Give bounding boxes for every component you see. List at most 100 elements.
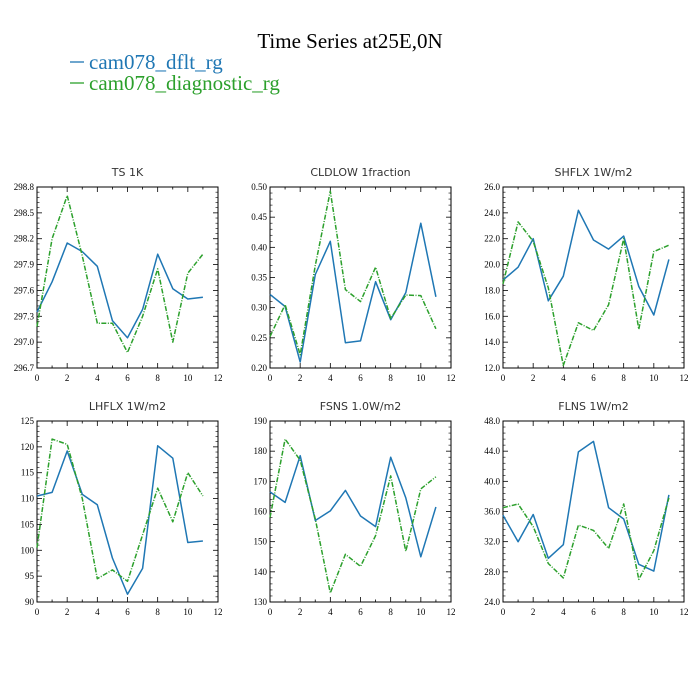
legend-label-dflt: cam078_dflt_rg: [89, 50, 223, 74]
x-tick-label: 4: [328, 607, 333, 617]
series-line-cam078-diagnostic-rg: [269, 190, 437, 356]
x-tick-label: 8: [155, 607, 160, 617]
y-tick-label: 22.0: [484, 234, 500, 244]
series-line-cam078-diagnostic-rg: [36, 438, 204, 583]
x-tick-label: 12: [447, 607, 456, 617]
legend: cam078_dflt_rg cam078_diagnostic_rg: [70, 50, 280, 95]
x-tick-label: 12: [680, 607, 689, 617]
y-tick-label: 24.0: [484, 208, 500, 218]
series-line-cam078-dflt-rg: [36, 445, 203, 595]
y-tick-label: 298.5: [14, 208, 35, 218]
y-tick-label: 12.0: [484, 363, 500, 373]
panel-1: TS 1K 0 2 4 6 8 10 12 296.7 297.0 297.3 297.6 297.9 2…: [14, 166, 223, 383]
x-tick-label: 6: [591, 373, 596, 383]
x-tick-label: 2: [65, 373, 70, 383]
series-line-cam078-dflt-rg: [36, 242, 203, 339]
y-tick-label: 100: [21, 545, 35, 555]
y-tick-label: 297.6: [14, 285, 35, 295]
x-tick-label: 6: [125, 607, 130, 617]
x-tick-label: 8: [388, 373, 393, 383]
x-tick-label: 12: [447, 373, 456, 383]
y-tick-label: 115: [21, 468, 35, 478]
y-tick-label: 20.0: [484, 260, 500, 270]
y-tick-label: 95: [25, 571, 35, 581]
y-tick-label: 297.3: [14, 311, 35, 321]
panel-title: FLNS 1W/m2: [558, 400, 628, 413]
y-tick-label: 297.0: [14, 337, 35, 347]
y-tick-label: 190: [254, 416, 268, 426]
y-tick-label: 0.45: [251, 212, 267, 222]
x-tick-label: 10: [183, 373, 193, 383]
y-tick-label: 44.0: [484, 446, 500, 456]
y-tick-label: 110: [21, 494, 35, 504]
y-tick-label: 105: [21, 519, 35, 529]
series-line-cam078-dflt-rg: [502, 440, 670, 572]
panel-title: TS 1K: [111, 166, 144, 179]
plot-frame: [502, 420, 685, 603]
y-tick-label: 40.0: [484, 476, 500, 486]
x-tick-label: 6: [358, 607, 363, 617]
y-tick-label: 26.0: [484, 182, 500, 192]
series-line-cam078-dflt-rg: [502, 209, 670, 316]
plot-frame: [502, 186, 685, 369]
x-tick-label: 0: [268, 607, 273, 617]
x-tick-label: 2: [65, 607, 70, 617]
plot-frame: [269, 420, 452, 603]
y-tick-label: 298.8: [14, 182, 35, 192]
x-tick-label: 12: [214, 607, 223, 617]
y-tick-label: 298.2: [14, 234, 34, 244]
x-tick-label: 4: [561, 373, 566, 383]
y-tick-label: 32.0: [484, 537, 500, 547]
panel-title: CLDLOW 1fraction: [310, 166, 410, 179]
series-line-cam078-diagnostic-rg: [36, 194, 204, 354]
x-tick-label: 10: [649, 373, 659, 383]
x-tick-label: 2: [298, 373, 303, 383]
y-tick-label: 120: [21, 442, 35, 452]
y-tick-label: 14.0: [484, 337, 500, 347]
series-line-cam078-diagnostic-rg: [269, 438, 437, 594]
y-tick-label: 140: [254, 567, 268, 577]
x-tick-label: 8: [621, 607, 626, 617]
x-tick-label: 6: [125, 373, 130, 383]
x-tick-label: 4: [561, 607, 566, 617]
series-line-cam078-diagnostic-rg: [502, 221, 670, 367]
y-tick-label: 18.0: [484, 285, 500, 295]
x-tick-label: 10: [416, 607, 426, 617]
panel-title: SHFLX 1W/m2: [554, 166, 632, 179]
x-tick-label: 0: [501, 607, 506, 617]
panel-6: FLNS 1W/m2 0 2 4 6 8 10 12 24.0 28.0 32.0 36.0 40.0 4…: [484, 400, 688, 617]
y-tick-label: 16.0: [484, 311, 500, 321]
y-tick-label: 24.0: [484, 597, 500, 607]
plot-frame: [36, 420, 219, 603]
y-tick-label: 0.50: [251, 182, 267, 192]
x-tick-label: 4: [95, 373, 100, 383]
y-tick-label: 0.40: [251, 242, 267, 252]
panel-3: SHFLX 1W/m2 0 2 4 6 8 10 12 12.0 14.0 16.0 18.0 20.0…: [484, 166, 688, 383]
figure-title: Time Series at25E,0N: [257, 29, 442, 53]
panel-2: CLDLOW 1fraction 0 2 4 6 8 10 12 0.20 0.25 0.30 0.3…: [251, 166, 455, 383]
x-tick-label: 0: [35, 607, 40, 617]
x-tick-label: 8: [155, 373, 160, 383]
y-tick-label: 90: [25, 597, 35, 607]
x-tick-label: 4: [95, 607, 100, 617]
y-tick-label: 296.7: [14, 363, 35, 373]
x-tick-label: 12: [680, 373, 689, 383]
y-tick-label: 160: [254, 507, 268, 517]
series-line-cam078-dflt-rg: [269, 454, 437, 558]
x-tick-label: 0: [501, 373, 506, 383]
x-tick-label: 6: [358, 373, 363, 383]
panel-title: LHFLX 1W/m2: [89, 400, 166, 413]
x-tick-label: 10: [416, 373, 426, 383]
y-tick-label: 125: [21, 416, 35, 426]
y-tick-label: 130: [254, 597, 268, 607]
x-tick-label: 2: [298, 607, 303, 617]
y-tick-label: 150: [254, 537, 268, 547]
x-tick-label: 4: [328, 373, 333, 383]
y-tick-label: 297.9: [14, 260, 35, 270]
x-tick-label: 6: [591, 607, 596, 617]
y-tick-label: 180: [254, 446, 268, 456]
y-tick-label: 170: [254, 476, 268, 486]
y-tick-label: 0.25: [251, 333, 267, 343]
y-tick-label: 0.20: [251, 363, 267, 373]
